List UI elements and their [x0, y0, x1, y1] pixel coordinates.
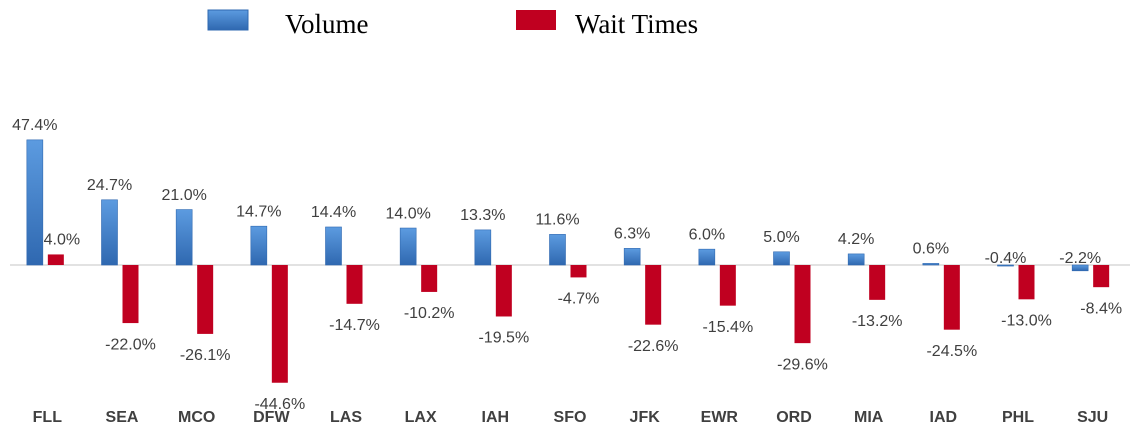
value-label: 13.3% — [460, 207, 505, 224]
x-tick-label: MIA — [854, 409, 884, 426]
x-tick-label: DFW — [253, 409, 290, 426]
bar — [122, 265, 139, 324]
bar — [197, 265, 214, 334]
bar — [869, 265, 886, 300]
bar — [847, 253, 865, 266]
legend-label: Wait Times — [575, 9, 698, 39]
value-label: 6.3% — [614, 226, 650, 243]
bar — [101, 199, 118, 266]
x-tick-label: ORD — [776, 409, 812, 426]
bar — [943, 265, 960, 330]
bar — [26, 139, 44, 266]
value-label: 14.7% — [236, 203, 281, 220]
bar — [623, 248, 641, 266]
bar — [1071, 264, 1089, 272]
x-tick-label: IAD — [930, 409, 958, 426]
value-label: 6.0% — [689, 226, 725, 243]
bar — [645, 265, 662, 325]
value-label: -13.0% — [1001, 313, 1052, 330]
x-tick-label: JFK — [630, 409, 661, 426]
bar — [47, 254, 64, 265]
value-label: -29.6% — [777, 356, 828, 373]
x-tick-label: LAX — [405, 409, 437, 426]
value-label: -22.0% — [105, 336, 156, 353]
value-label: -14.7% — [329, 317, 380, 334]
x-tick-label: SJU — [1077, 409, 1108, 426]
value-label: -10.2% — [404, 305, 455, 322]
bar — [250, 225, 268, 266]
x-tick-label: SFO — [554, 409, 587, 426]
bar — [271, 265, 288, 383]
bar — [1093, 265, 1110, 288]
bar — [175, 209, 193, 266]
value-label: -13.2% — [852, 313, 903, 330]
value-label: 24.7% — [87, 177, 132, 194]
value-label: 21.0% — [161, 187, 206, 204]
value-label: -22.6% — [628, 338, 679, 355]
bar — [474, 229, 492, 266]
value-label: -15.4% — [702, 319, 753, 336]
bar — [922, 263, 940, 266]
bar — [794, 265, 811, 344]
value-label: 5.0% — [763, 229, 799, 246]
value-label: 4.0% — [44, 232, 80, 249]
bar — [997, 264, 1014, 267]
legend-swatch — [516, 10, 556, 30]
x-tick-label: IAH — [482, 409, 510, 426]
x-tick-label: PHL — [1002, 409, 1034, 426]
value-label: 0.6% — [913, 241, 949, 258]
value-label: -26.1% — [180, 347, 231, 364]
bar — [346, 265, 363, 304]
value-label: -19.5% — [478, 330, 529, 347]
bar — [399, 227, 417, 266]
bar — [570, 265, 587, 278]
legend-swatch — [207, 9, 249, 31]
x-tick-label: FLL — [33, 409, 63, 426]
value-label: 11.6% — [535, 212, 579, 229]
legend-label: Volume — [285, 9, 369, 39]
bar — [549, 234, 566, 266]
bar — [421, 265, 438, 292]
x-tick-label: LAS — [330, 409, 362, 426]
value-label: -4.7% — [558, 291, 600, 308]
value-label: -2.2% — [1059, 250, 1101, 267]
value-label: 14.0% — [385, 205, 430, 222]
bar — [325, 226, 342, 266]
value-label: 47.4% — [12, 117, 57, 134]
bar — [495, 265, 512, 317]
bar — [773, 251, 790, 266]
x-tick-label: SEA — [106, 409, 139, 426]
x-tick-label: MCO — [178, 409, 215, 426]
value-label: 4.2% — [838, 231, 874, 248]
value-label: -44.6% — [254, 396, 305, 413]
legend: Volume Wait Times — [207, 9, 698, 39]
value-label: -8.4% — [1080, 300, 1122, 317]
x-tick-label: EWR — [701, 409, 739, 426]
value-label: -0.4% — [985, 250, 1027, 267]
bar — [719, 265, 736, 306]
value-label: 14.4% — [311, 204, 356, 221]
bar — [698, 248, 716, 266]
value-label: -24.5% — [926, 343, 977, 360]
bar — [1018, 265, 1035, 300]
